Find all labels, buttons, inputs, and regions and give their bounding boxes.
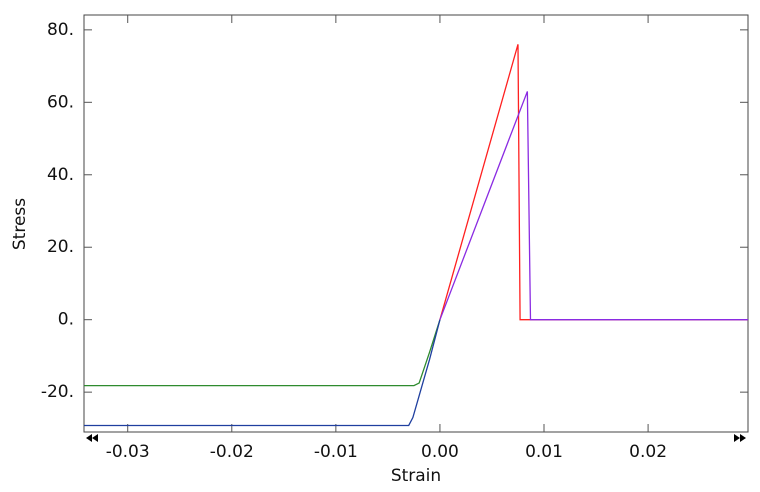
y-tick-label: 20. — [47, 237, 74, 257]
y-tick-label: 60. — [47, 92, 74, 112]
series-line — [439, 91, 748, 321]
x-tick-label: 0.02 — [629, 442, 667, 462]
y-tick-label: 80. — [47, 20, 74, 40]
y-tick-label: 40. — [47, 165, 74, 185]
x-axis-title: Strain — [391, 466, 441, 486]
y-tick-label: -20. — [41, 382, 74, 402]
x-tick-label: 0.01 — [525, 442, 563, 462]
series-line — [84, 319, 441, 387]
series-line — [84, 319, 441, 427]
x-tick-label: -0.01 — [314, 442, 358, 462]
series-line — [439, 44, 748, 321]
y-axis-title: Stress — [10, 198, 30, 250]
plot-frame — [83, 14, 749, 433]
x-tick-label: -0.03 — [106, 442, 150, 462]
x-tick-label: 0.00 — [421, 442, 459, 462]
y-tick-label: 0. — [58, 310, 74, 330]
axis-arrows — [86, 434, 746, 442]
x-tick-label: -0.02 — [210, 442, 254, 462]
